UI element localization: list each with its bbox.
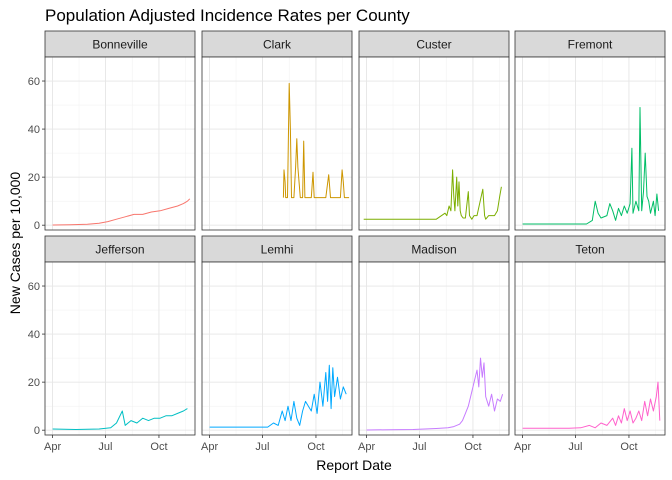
panel-border bbox=[44, 56, 196, 231]
series-line-clark bbox=[282, 82, 350, 199]
x-tick-label: Oct bbox=[464, 441, 481, 453]
facet-strip-label: Bonneville bbox=[92, 38, 148, 52]
y-tick-label: 60 bbox=[28, 281, 40, 293]
facet-strip-label: Custer bbox=[416, 38, 451, 52]
series-line-lemhi bbox=[209, 364, 347, 428]
facet-panels: Bonneville 0 20 40 60 Clark Custer Fremont Jeffe… bbox=[28, 30, 666, 453]
facet-strip-label: Clark bbox=[263, 38, 292, 52]
x-tick-label: Apr bbox=[44, 441, 61, 453]
facet-lemhi: Lemhi Apr Jul Oct bbox=[201, 235, 353, 453]
facet-fremont: Fremont bbox=[514, 30, 666, 231]
facet-strip-label: Madison bbox=[411, 243, 456, 257]
x-tick-label: Oct bbox=[150, 441, 167, 453]
facet-madison: Madison Apr Jul Oct bbox=[358, 235, 510, 453]
panel-background bbox=[359, 262, 509, 435]
panel-background bbox=[45, 57, 195, 230]
panel-background bbox=[359, 57, 509, 230]
facet-strip-label: Fremont bbox=[568, 38, 613, 52]
x-tick-label: Jul bbox=[255, 441, 269, 453]
facet-strip bbox=[201, 235, 353, 263]
panel-background bbox=[202, 57, 352, 230]
panel-border bbox=[358, 261, 510, 436]
y-tick-label: 0 bbox=[34, 220, 40, 232]
series-line-fremont bbox=[522, 107, 660, 225]
facet-strip-label: Teton bbox=[575, 243, 604, 257]
series-line-jefferson bbox=[52, 408, 188, 430]
panel-border bbox=[514, 56, 666, 231]
chart-title: Population Adjusted Incidence Rates per … bbox=[45, 6, 410, 25]
series-line-madison bbox=[366, 357, 504, 431]
y-tick-label: 0 bbox=[34, 425, 40, 437]
panel-border bbox=[44, 261, 196, 436]
panel-border bbox=[201, 261, 353, 436]
facet-bonneville: Bonneville 0 20 40 60 bbox=[28, 30, 196, 232]
x-tick-label: Oct bbox=[307, 441, 324, 453]
series-line-teton bbox=[522, 381, 661, 429]
facet-strip bbox=[514, 30, 666, 58]
facet-teton: Teton Apr Jul Oct bbox=[514, 235, 666, 453]
facet-custer: Custer bbox=[358, 30, 510, 231]
panel-border bbox=[514, 261, 666, 436]
x-tick-label: Jul bbox=[412, 441, 426, 453]
facet-strip-label: Jefferson bbox=[95, 243, 144, 257]
x-axis-title: Report Date bbox=[316, 457, 392, 473]
series-line-custer bbox=[363, 169, 502, 220]
x-tick-label: Jul bbox=[98, 441, 112, 453]
y-tick-label: 60 bbox=[28, 76, 40, 88]
panel-background bbox=[515, 262, 665, 435]
facet-strip bbox=[44, 30, 196, 58]
y-tick-label: 20 bbox=[28, 377, 40, 389]
x-tick-label: Apr bbox=[514, 441, 531, 453]
facet-strip bbox=[201, 30, 353, 58]
y-tick-label: 40 bbox=[28, 124, 40, 136]
x-tick-label: Jul bbox=[568, 441, 582, 453]
facet-jefferson: Jefferson 0 20 40 60 Apr Jul Oct bbox=[28, 235, 196, 453]
facet-clark: Clark bbox=[201, 30, 353, 231]
facet-strip bbox=[358, 30, 510, 58]
panel-background bbox=[45, 262, 195, 435]
facet-strip bbox=[514, 235, 666, 263]
panel-background bbox=[202, 262, 352, 435]
y-tick-label: 40 bbox=[28, 329, 40, 341]
series-line-bonneville bbox=[52, 198, 191, 226]
x-tick-label: Oct bbox=[620, 441, 637, 453]
facet-strip bbox=[358, 235, 510, 263]
panel-border bbox=[358, 56, 510, 231]
x-tick-label: Apr bbox=[201, 441, 218, 453]
facet-strip bbox=[44, 235, 196, 263]
y-axis-title: New Cases per 10,000 bbox=[7, 172, 23, 315]
panel-border bbox=[201, 56, 353, 231]
facet-strip-label: Lemhi bbox=[261, 243, 294, 257]
x-tick-label: Apr bbox=[358, 441, 375, 453]
y-tick-label: 20 bbox=[28, 172, 40, 184]
